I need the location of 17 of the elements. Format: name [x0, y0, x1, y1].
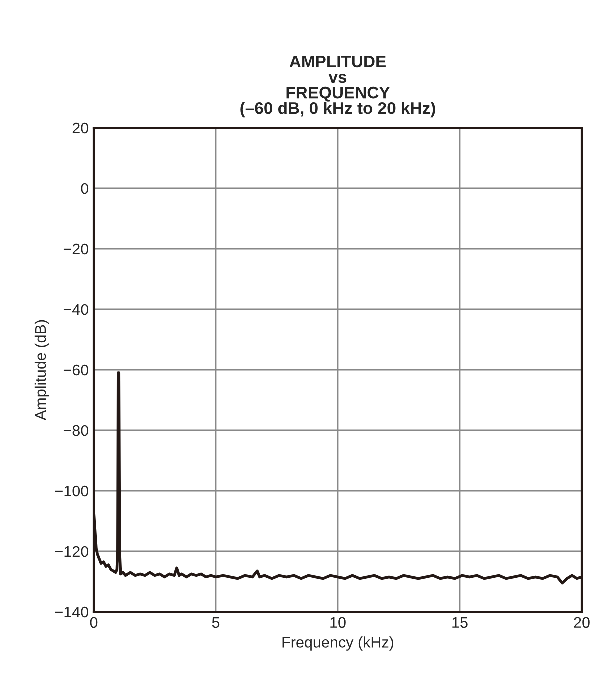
y-tick-label: −100 [55, 486, 89, 497]
x-tick-label: 20 [574, 617, 590, 628]
x-tick-label: 15 [452, 617, 468, 628]
x-tick-label: 10 [330, 617, 346, 628]
y-tick-label: 20 [72, 122, 89, 134]
y-tick-label: −140 [55, 606, 89, 618]
y-tick-label: 0 [81, 183, 89, 194]
y-tick-label: −60 [64, 364, 89, 376]
x-tick-label: 5 [212, 617, 220, 628]
y-tick-label: −120 [55, 546, 89, 558]
y-tick-label: −80 [64, 425, 89, 436]
chart-title: AMPLITUDE vs FREQUENCY (–60 dB, 0 kHz to 20 kHz) [240, 56, 436, 118]
x-tick-label: 0 [90, 617, 98, 628]
y-tick-label: −20 [64, 244, 89, 255]
y-tick-label: −40 [64, 304, 89, 316]
y-axis-title: Amplitude (dB) [34, 320, 50, 420]
x-axis-title: Frequency (kHz) [282, 636, 394, 651]
